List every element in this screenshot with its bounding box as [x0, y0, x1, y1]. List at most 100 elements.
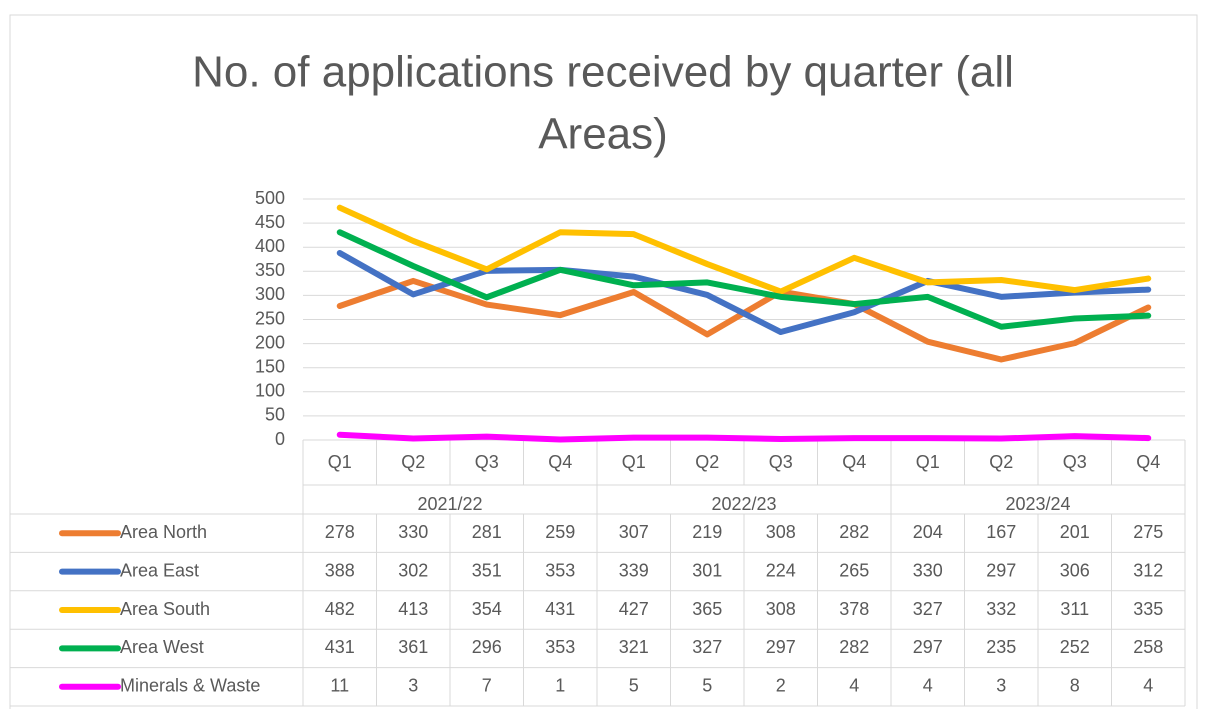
table-value: 335	[1133, 599, 1163, 619]
y-tick-label: 250	[255, 308, 285, 328]
y-tick-label: 400	[255, 236, 285, 256]
table-value: 4	[923, 676, 933, 696]
table-value: 327	[692, 637, 722, 657]
table-value: 413	[398, 599, 428, 619]
chart-frame	[9, 14, 1198, 709]
group-label: 2022/23	[711, 494, 776, 514]
table-value: 3	[996, 676, 1006, 696]
table-value: 4	[1143, 676, 1153, 696]
table-value: 275	[1133, 522, 1163, 542]
table-value: 361	[398, 637, 428, 657]
table-value: 5	[629, 676, 639, 696]
table-value: 308	[766, 599, 796, 619]
table-value: 252	[1060, 637, 1090, 657]
table-value: 311	[1060, 599, 1089, 619]
x-tick-label: Q2	[695, 452, 719, 472]
table-value: 282	[839, 522, 869, 542]
legend-label: Area South	[120, 599, 210, 619]
table-value: 312	[1133, 560, 1163, 580]
x-tick-label: Q2	[989, 452, 1013, 472]
table-value: 282	[839, 637, 869, 657]
table-value: 351	[472, 560, 502, 580]
legend-label: Area West	[120, 637, 204, 657]
x-tick-label: Q4	[1136, 452, 1160, 472]
table-value: 259	[545, 522, 575, 542]
table-value: 302	[398, 560, 428, 580]
table-value: 281	[472, 522, 502, 542]
legend-label: Area East	[120, 560, 199, 580]
table-value: 11	[330, 676, 349, 696]
table-value: 321	[619, 637, 649, 657]
table-value: 297	[766, 637, 796, 657]
series-line	[336, 204, 1152, 295]
table-value: 327	[913, 599, 943, 619]
x-tick-label: Q4	[842, 452, 866, 472]
table-value: 3	[408, 676, 418, 696]
table-value: 431	[325, 637, 355, 657]
x-tick-label: Q4	[548, 452, 572, 472]
table-value: 378	[839, 599, 869, 619]
table-value: 1	[555, 676, 565, 696]
y-tick-label: 350	[255, 260, 285, 280]
table-value: 8	[1070, 676, 1080, 696]
series-line	[336, 229, 1152, 330]
table-value: 265	[839, 560, 869, 580]
table-value: 4	[849, 676, 859, 696]
chart-title: Areas)	[538, 110, 668, 159]
x-tick-label: Q1	[622, 452, 646, 472]
table-value: 297	[913, 637, 943, 657]
table-value: 301	[692, 560, 722, 580]
table-value: 330	[398, 522, 428, 542]
group-label: 2023/24	[1005, 494, 1070, 514]
table-value: 224	[766, 560, 796, 580]
y-tick-label: 150	[255, 356, 285, 376]
y-tick-label: 500	[255, 188, 285, 208]
chart-title-group: No. of applications received by quarter …	[192, 48, 1014, 159]
series-line	[336, 249, 1152, 336]
table-value: 278	[325, 522, 355, 542]
table-value: 330	[913, 560, 943, 580]
x-tick-label: Q1	[916, 452, 940, 472]
table-value: 258	[1133, 637, 1163, 657]
table-value: 332	[986, 599, 1016, 619]
y-tick-label: 0	[275, 429, 285, 449]
table-value: 482	[325, 599, 355, 619]
table-value: 339	[619, 560, 649, 580]
table-value: 431	[545, 599, 575, 619]
series-line	[336, 431, 1152, 443]
table-value: 353	[545, 637, 575, 657]
group-label: 2021/22	[417, 494, 482, 514]
x-tick-label: Q3	[475, 452, 499, 472]
table-value: 2	[776, 676, 786, 696]
y-tick-label: 100	[255, 381, 285, 401]
table-value: 353	[545, 560, 575, 580]
table-value: 307	[619, 522, 649, 542]
x-tick-label: Q1	[328, 452, 352, 472]
table-value: 7	[482, 676, 492, 696]
table-value: 296	[472, 637, 502, 657]
y-tick-label: 200	[255, 332, 285, 352]
table-value: 204	[913, 522, 943, 542]
table-value: 5	[702, 676, 712, 696]
table-value: 201	[1060, 522, 1090, 542]
table-value: 365	[692, 599, 722, 619]
x-tick-label: Q3	[1063, 452, 1087, 472]
table-value: 297	[986, 560, 1016, 580]
y-tick-label: 50	[265, 405, 285, 425]
legend-label: Area North	[120, 522, 207, 542]
table-value: 306	[1060, 560, 1090, 580]
x-tick-label: Q2	[401, 452, 425, 472]
legend-label: Minerals & Waste	[120, 676, 260, 696]
table-value: 427	[619, 599, 649, 619]
x-tick-label: Q3	[769, 452, 793, 472]
table-value: 235	[986, 637, 1016, 657]
table-value: 388	[325, 560, 355, 580]
table-value: 219	[692, 522, 722, 542]
table-value: 308	[766, 522, 796, 542]
table-value: 354	[472, 599, 502, 619]
table-value: 167	[986, 522, 1016, 542]
y-tick-label: 450	[255, 212, 285, 232]
y-tick-label: 300	[255, 284, 285, 304]
chart-title: No. of applications received by quarter …	[192, 48, 1014, 97]
